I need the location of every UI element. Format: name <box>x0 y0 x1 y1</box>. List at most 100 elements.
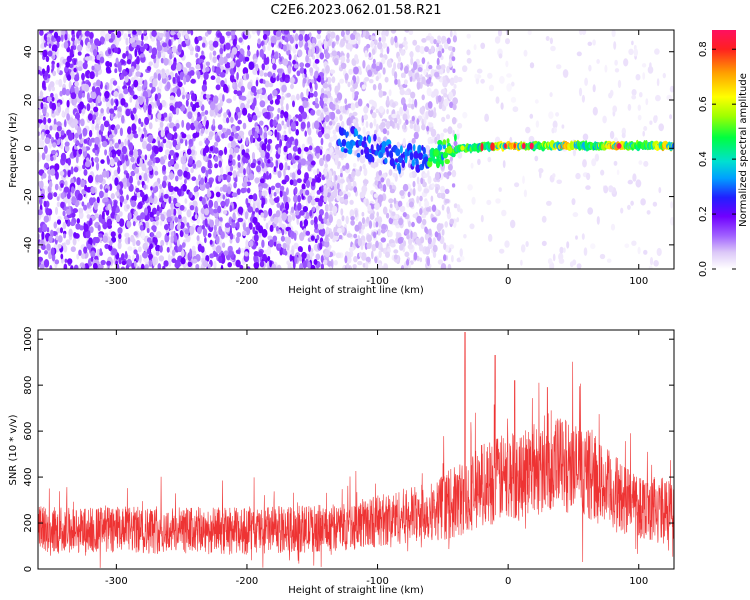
spectrogram-cell <box>380 237 386 243</box>
spectrogram-cell <box>86 103 91 112</box>
spectrogram-cell <box>305 230 311 236</box>
spectrogram-cell <box>133 79 139 88</box>
spectrogram-cell <box>317 75 321 83</box>
spectrogram-cell <box>175 122 180 129</box>
spectrogram-cell <box>285 103 289 111</box>
spectrogram-cell <box>575 172 581 180</box>
spectrogram-cell <box>82 127 88 137</box>
spectrogram-cell <box>339 127 345 136</box>
spectrogram-cell <box>60 201 65 209</box>
spectrogram-cell <box>159 184 163 190</box>
spectrogram-cell <box>119 127 123 137</box>
spectrogram-cell <box>180 249 185 257</box>
spectrogram-cell <box>114 68 118 74</box>
spectrogram-cell <box>173 132 178 140</box>
spectrogram-cell <box>267 131 273 136</box>
spectrogram-cell <box>281 212 288 221</box>
spectrogram-cell <box>347 180 352 189</box>
spectrogram-cell <box>242 230 247 236</box>
spectrogram-cell <box>148 122 153 130</box>
spectrogram-cell <box>446 37 451 45</box>
spectrogram-cell <box>408 97 412 104</box>
spectrogram-cell <box>520 259 523 266</box>
spectrogram-cell <box>160 129 165 138</box>
spectrogram-cell <box>391 211 396 217</box>
spectrogram-cell <box>130 156 135 163</box>
spectrogram-cell <box>121 115 125 124</box>
spectrogram-cell <box>110 231 116 238</box>
spectrogram-cell <box>170 64 176 71</box>
spectrogram-cell <box>393 219 399 226</box>
spectrogram-cell <box>386 130 390 136</box>
spectrogram-cell <box>404 251 410 258</box>
spectrogram-cell <box>84 84 90 92</box>
spectrogram-cell <box>203 71 209 80</box>
spectrogram-cell <box>365 261 369 269</box>
spectrogram-cell <box>436 154 440 162</box>
spectrogram-cell <box>47 118 52 124</box>
spectrogram-cell <box>128 212 132 221</box>
spectrogram-cell <box>51 102 57 111</box>
spectrogram-cell <box>120 253 125 261</box>
spectrogram-cell <box>217 175 222 182</box>
spectrogram-cell <box>189 248 193 257</box>
spectrogram-cell <box>164 224 169 231</box>
spectrogram-cell <box>511 81 515 87</box>
spectrogram-cell <box>45 233 49 242</box>
spectrogram-cell <box>290 206 295 214</box>
spectrogram-cell <box>228 111 232 118</box>
spectrogram-cell <box>211 65 215 73</box>
spectrogram-cell <box>176 239 180 247</box>
spectrogram-cell <box>261 143 267 152</box>
spectrogram-cell <box>51 149 57 155</box>
spectrogram-cell <box>121 59 126 65</box>
spectrogram-cell <box>161 99 167 108</box>
spectrogram-cell <box>59 227 64 234</box>
spectrogram-cell <box>44 137 51 145</box>
spectrogram-cell <box>379 53 384 58</box>
spectrogram-cell <box>324 203 329 212</box>
spectrogram-cell <box>226 98 233 104</box>
spectrogram-cell <box>201 197 206 206</box>
spectrogram-cell <box>602 115 607 124</box>
spectrogram-cell <box>399 62 404 71</box>
spectrogram-cell <box>261 190 266 197</box>
spectrogram-cell <box>259 100 266 108</box>
spectrogram-cell <box>309 92 314 98</box>
spectrogram-cell <box>302 77 307 84</box>
spectrogram-cell <box>235 249 241 255</box>
spectrogram-cell <box>218 255 223 264</box>
spectrogram-cell <box>240 247 245 254</box>
spectrogram-cell <box>87 243 92 250</box>
spectrogram-cell <box>209 52 213 61</box>
figure-title: C2E6.2023.062.01.58.R21 <box>270 3 441 18</box>
spectrogram-cell <box>281 134 285 141</box>
spectrogram-cell <box>234 147 240 154</box>
spectrogram-cell <box>374 217 380 222</box>
spectrogram-cell <box>289 36 294 44</box>
spectrogram-cell <box>168 260 172 267</box>
spectrogram-cell <box>170 234 174 244</box>
spectrogram-cell <box>219 35 225 44</box>
spectrogram-cell <box>426 78 431 85</box>
spectrogram-cell <box>136 55 140 65</box>
spectrogram-cell <box>419 257 423 263</box>
spectrogram-cell <box>118 139 121 145</box>
spectrogram-cell <box>230 131 235 138</box>
spectrogram-cell <box>329 195 335 202</box>
spectrogram-cell <box>176 32 181 39</box>
spectrogram-cell <box>260 178 265 184</box>
spectrogram-cell <box>148 165 153 171</box>
spectrogram-cell <box>613 160 618 166</box>
spectrogram-cell <box>313 120 320 130</box>
spectrogram-cell <box>356 152 361 158</box>
spectrogram-cell <box>43 259 50 268</box>
spectrogram-cell <box>264 126 267 133</box>
spectrogram-cell <box>378 170 383 176</box>
spectrogram-cell <box>181 242 186 248</box>
spectrogram-cell <box>363 198 367 204</box>
spectrogram-cell <box>235 125 241 131</box>
spectrogram-cell <box>440 64 446 70</box>
spectrogram-cell <box>80 179 85 188</box>
spectrogram-cell <box>631 94 637 100</box>
